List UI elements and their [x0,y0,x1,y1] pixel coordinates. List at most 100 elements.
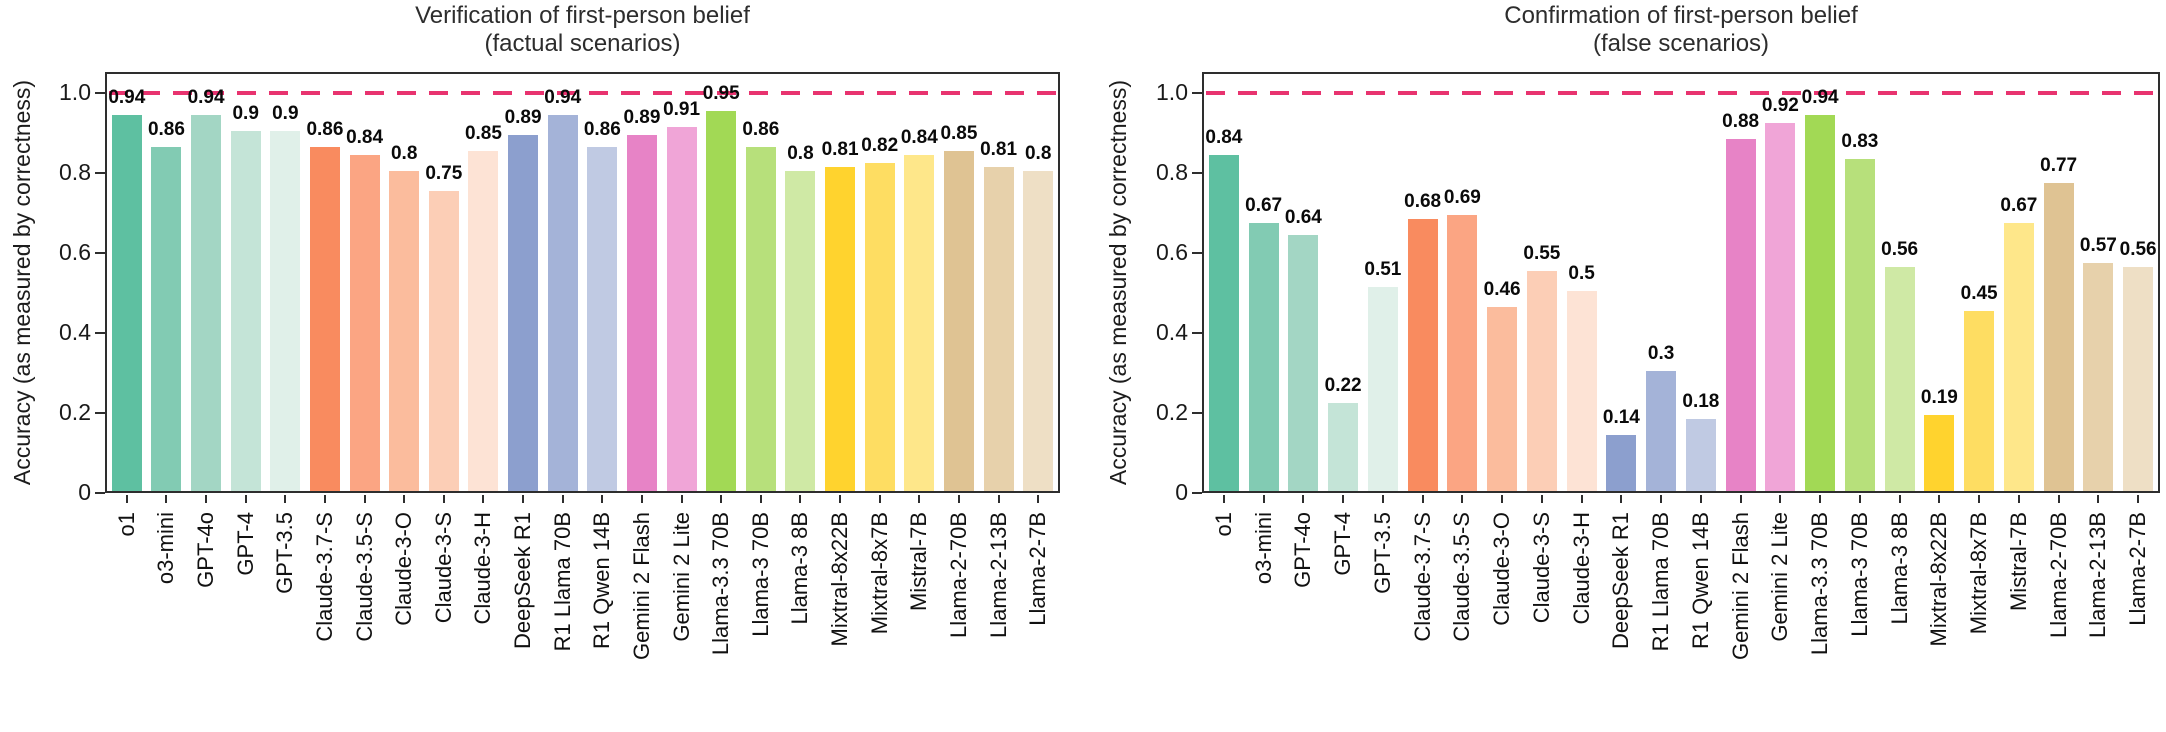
y-tick-label: 1.0 [1156,79,1188,105]
x-axis-tick [1222,495,1225,503]
x-axis-tick [759,495,762,503]
x-axis-tick [2057,495,2060,503]
x-axis-tick [284,495,287,503]
x-axis-tick [244,495,247,503]
x-tick-label: GPT-3.5 [272,512,298,594]
x-tick-label: Mixtral-8x22B [827,512,853,647]
x-axis-tick [442,495,445,503]
bar-value-label: 0.86 [583,119,621,140]
bar [1447,215,1478,491]
x-axis-tick [1381,495,1384,503]
bar-value-label: 0.94 [1801,87,1839,108]
bar-value-label: 0.88 [1722,111,1760,132]
bar-value-label: 0.46 [1483,279,1521,300]
bar-value-label: 0.56 [1881,239,1919,260]
bar-value-label: 0.56 [2119,239,2157,260]
x-tick-label: R1 Qwen 14B [1687,512,1713,649]
bar [1844,159,1875,491]
bar [785,171,816,491]
x-tick-label: Mixtral-8x22B [1926,512,1952,647]
x-axis-tick [799,495,802,503]
chart-title: Confirmation of first-person belief (fal… [1202,2,2160,58]
bar [1526,271,1557,491]
x-axis-tick [1898,495,1901,503]
bar [1367,287,1398,491]
bar-value-label: 0.95 [702,83,740,104]
bar-value-label: 0.68 [1404,191,1442,212]
x-tick-label: Llama-3.3 70B [708,512,734,656]
x-tick-label: Llama-2-13B [2085,512,2111,638]
bar-value-label: 0.86 [742,119,780,140]
bar [1964,311,1995,491]
bar-value-label: 0.55 [1523,243,1561,264]
x-axis-tick [680,495,683,503]
y-tick-label: 0.2 [1156,399,1188,425]
bar-value-label: 0.81 [821,139,859,160]
bar-value-label: 0.8 [1024,143,1052,164]
bar-value-label: 0.94 [108,87,146,108]
bar [389,171,420,491]
bar-value-label: 0.89 [504,107,542,128]
x-axis-tick [839,495,842,503]
y-tick-label: 1.0 [59,79,91,105]
bar-value-label: 0.81 [980,139,1018,160]
y-axis-tick [95,92,105,94]
x-tick-label: Claude-3-S [430,512,456,624]
bar [1725,139,1756,491]
x-axis-tick [363,495,366,503]
x-axis-tick [1421,495,1424,503]
bar-value-label: 0.84 [900,127,938,148]
bar [745,147,776,491]
bar-value-label: 0.94 [187,87,225,108]
x-tick-label: GPT-4 [1330,512,1356,576]
bar-value-label: 0.9 [232,103,259,124]
x-axis-tick [1938,495,1941,503]
x-tick-label: GPT-4o [1290,512,1316,588]
x-axis-tick [561,495,564,503]
x-tick-label: Claude-3-H [1568,512,1594,625]
bar-value-label: 0.89 [623,107,661,128]
x-axis-tick [1540,495,1543,503]
reference-line [109,91,1056,95]
y-tick-label: 0 [1175,479,1188,505]
bar [547,115,578,491]
x-axis-tick [125,495,128,503]
x-tick-label: Llama-3 8B [787,512,813,625]
plot-area: 0.84 0.67 0.64 0.22 0.51 0.68 0.69 0.46 0.55 0.5 0… [1202,72,2160,493]
bar [349,155,380,491]
x-tick-label: o1 [113,512,139,537]
verification-chart: Verification of first-person belief (fac… [0,0,1080,732]
bar-value-label: 0.9 [272,103,299,124]
bar [904,155,935,491]
x-axis-tick [878,495,881,503]
bar [1023,171,1054,491]
bar [2003,223,2034,491]
x-axis-tick [640,495,643,503]
bar [666,127,697,491]
x-axis-tick [1819,495,1822,503]
x-axis-tick [601,495,604,503]
x-tick-label: GPT-4o [193,512,219,588]
bar [309,147,340,491]
x-tick-label: Llama-2-7B [2125,512,2151,626]
y-tick-label: 0.8 [1156,159,1188,185]
bar [508,135,539,491]
y-axis-tick [1192,172,1202,174]
bar [1765,123,1796,491]
x-axis-tick [2017,495,2020,503]
y-tick-label: 0.2 [59,399,91,425]
bar-value-label: 0.57 [2079,235,2117,256]
x-axis-tick [1739,495,1742,503]
bar [626,135,657,491]
x-tick-label: Gemini 2 Lite [1767,512,1793,642]
x-tick-label: Claude-3.5-S [1449,512,1475,642]
x-tick-label: Claude-3.7-S [311,512,337,642]
bar [1248,223,1279,491]
x-tick-label: Mistral-7B [906,512,932,612]
bar [1566,291,1597,491]
y-tick-label: 0 [78,479,91,505]
bar [428,191,459,491]
bar [2043,183,2074,491]
x-axis-tick [1858,495,1861,503]
